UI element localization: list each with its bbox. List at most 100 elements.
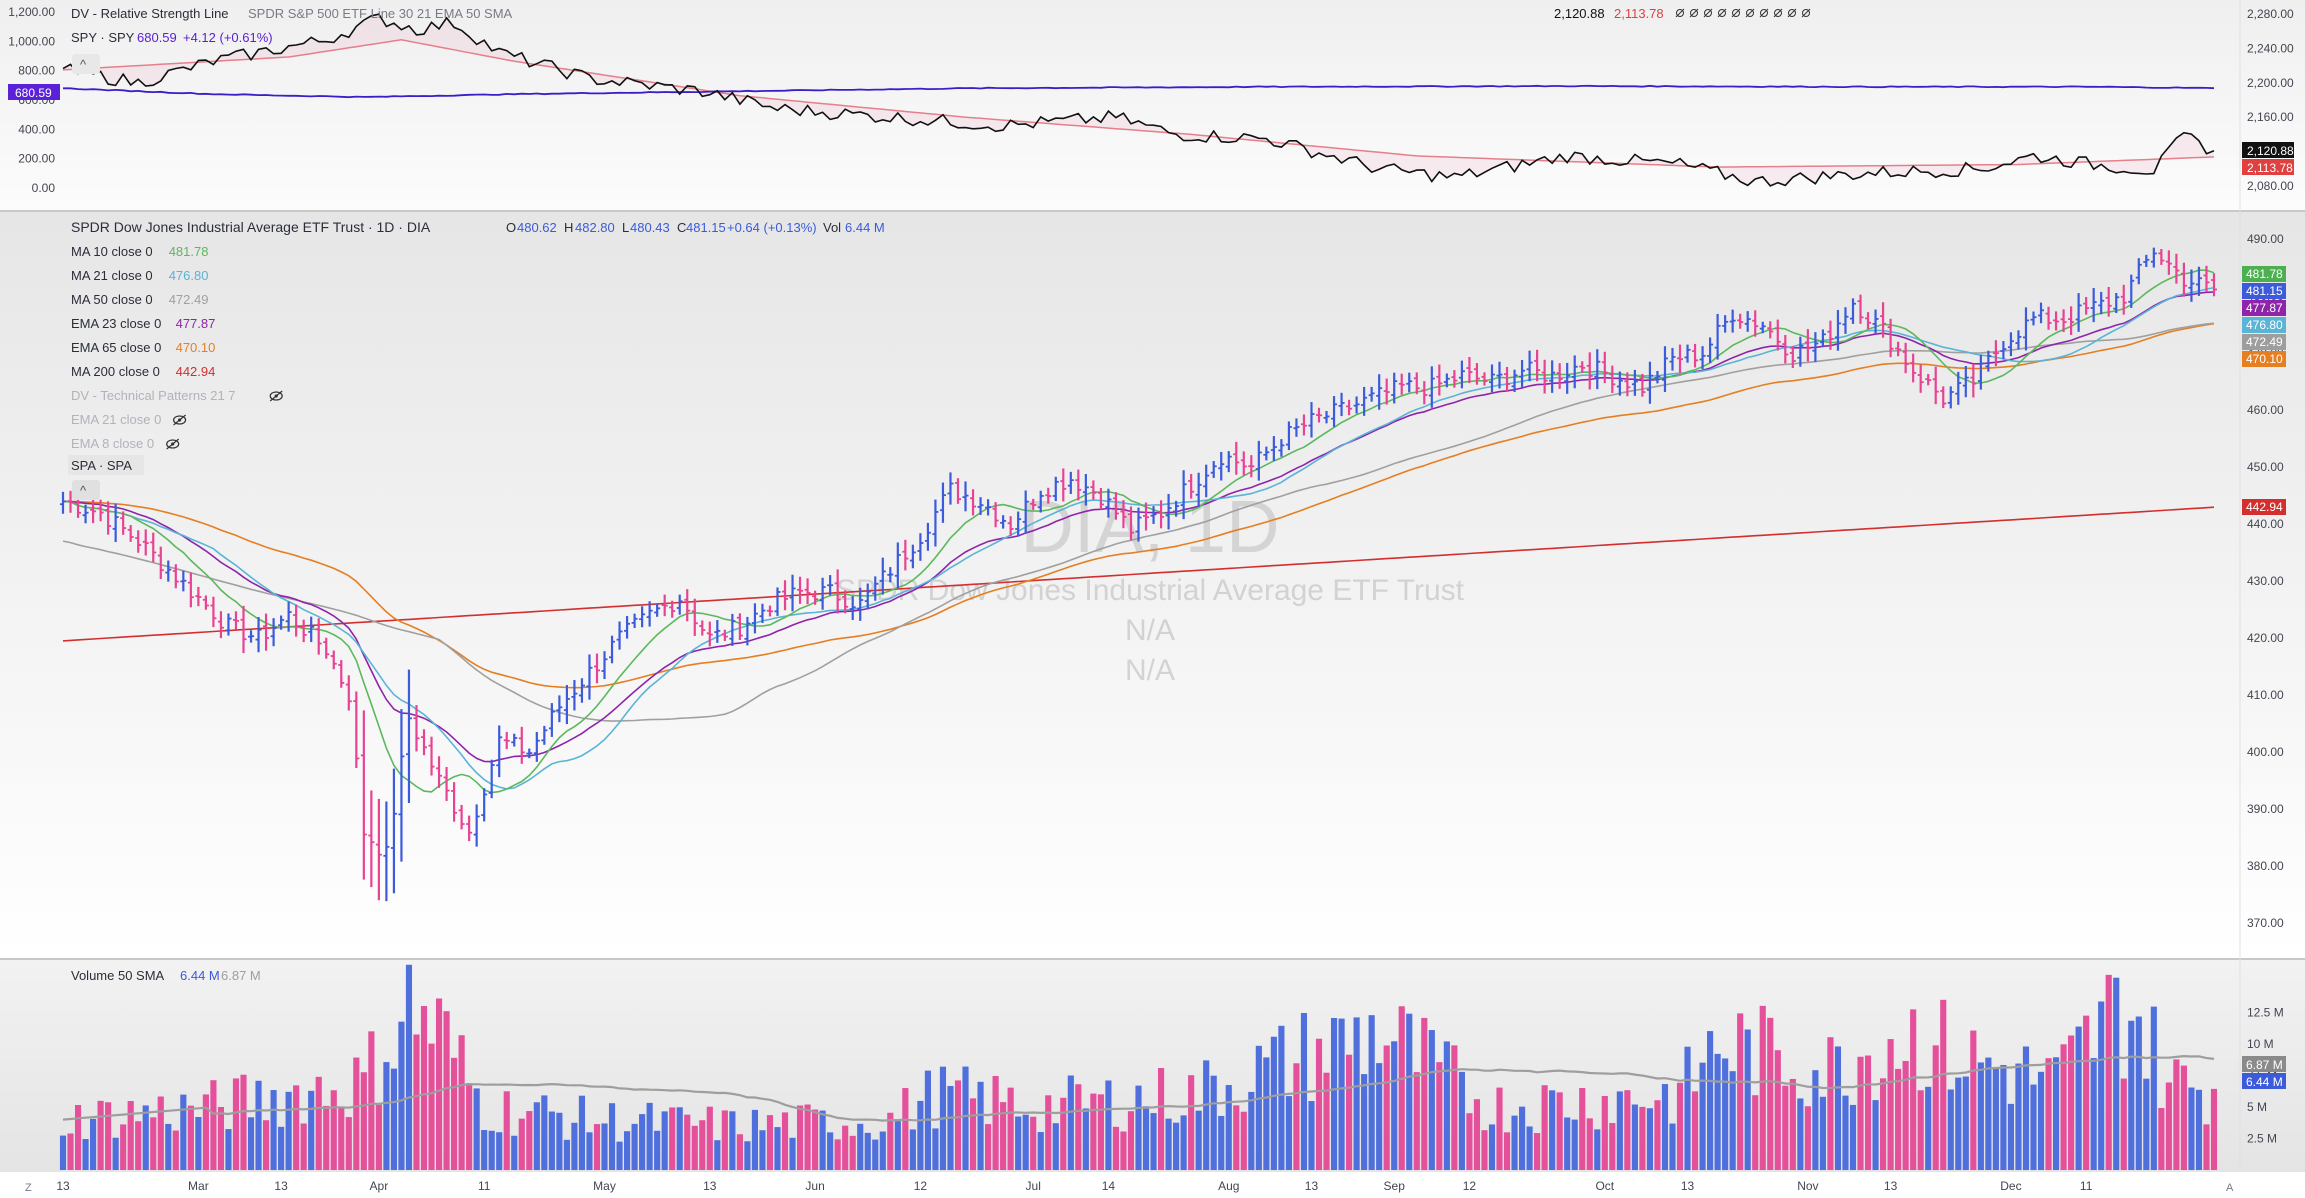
ohlc-bar bbox=[1488, 364, 1495, 393]
volume-bar bbox=[1857, 1056, 1864, 1170]
volume-bar bbox=[2090, 1058, 2097, 1170]
eye-crossed-icon bbox=[1717, 8, 1727, 18]
volume-bar bbox=[827, 1132, 834, 1170]
indicator-label: MA 10 close 0 bbox=[71, 244, 153, 259]
ohlc-bar bbox=[466, 815, 473, 842]
ohlc-bar bbox=[751, 603, 758, 634]
ohlc-bar bbox=[1661, 346, 1668, 392]
time-tick-label: 13 bbox=[703, 1179, 717, 1193]
chevron-up-icon: ^ bbox=[80, 57, 87, 72]
volume-bar bbox=[2045, 1058, 2052, 1170]
ohlc-bar bbox=[1902, 342, 1909, 374]
volume-value-1: 6.44 M bbox=[180, 968, 220, 983]
volume-bar bbox=[97, 1100, 104, 1170]
eye-crossed-icon bbox=[166, 438, 180, 450]
ohlc-bar bbox=[353, 691, 360, 768]
ohlc-bar bbox=[1865, 312, 1872, 329]
indicator-label: MA 21 close 0 bbox=[71, 268, 153, 283]
indicator-legend[interactable]: MA 10 close 0 481.78 MA 21 close 0 476.80 MA… bbox=[71, 244, 283, 451]
volume-bar bbox=[2068, 1035, 2075, 1170]
volume-bar bbox=[962, 1066, 969, 1170]
ohlc-bar bbox=[548, 703, 555, 737]
ohlc-bar bbox=[1000, 515, 1007, 529]
ohlc-bar bbox=[1112, 492, 1119, 520]
rs-panel-background bbox=[0, 0, 2305, 210]
time-axis[interactable]: 13 Mar 13 Apr 11 May 13 Jun 12 Jul 14 Aug 13 Sep 12 Oct… bbox=[56, 1179, 2092, 1193]
ohlc-bar bbox=[1015, 511, 1022, 537]
rs-legend-icons[interactable] bbox=[1675, 8, 1811, 18]
volume-bar bbox=[1376, 1063, 1383, 1170]
spa-legend[interactable]: SPA · SPA bbox=[68, 455, 144, 475]
time-tick-label: 13 bbox=[56, 1179, 70, 1193]
ohlc-bar bbox=[1451, 370, 1458, 388]
volume-bar bbox=[232, 1078, 240, 1170]
volume-bar bbox=[1173, 1122, 1180, 1170]
spy-symbol-label[interactable]: SPY · SPY bbox=[71, 30, 135, 45]
svg-text:6.87 M: 6.87 M bbox=[2246, 1058, 2283, 1072]
volume-bar bbox=[398, 1021, 405, 1170]
indicator-value: 476.80 bbox=[169, 268, 209, 283]
volume-bar bbox=[842, 1125, 849, 1170]
volume-bar bbox=[1541, 1085, 1548, 1170]
price-tag: 472.49 bbox=[2242, 334, 2286, 350]
volume-bar bbox=[2150, 1006, 2157, 1170]
high-value: 482.80 bbox=[575, 220, 615, 235]
volume-bar bbox=[202, 1094, 209, 1170]
volume-bar bbox=[1233, 1105, 1240, 1170]
volume-title[interactable]: Volume 50 SMA bbox=[71, 968, 165, 983]
volume-bar bbox=[1534, 1133, 1541, 1170]
main-title[interactable]: SPDR Dow Jones Industrial Average ETF Tr… bbox=[71, 219, 431, 235]
ohlc-bar bbox=[1075, 469, 1082, 501]
ohlc-bar bbox=[1925, 373, 1932, 386]
ohlc-bar bbox=[563, 685, 570, 725]
time-tick-label: Jun bbox=[805, 1179, 824, 1193]
ohlc-bar bbox=[278, 615, 285, 630]
ohlc-bar bbox=[1947, 386, 1954, 409]
volume-bar bbox=[443, 1011, 450, 1170]
volume-bar bbox=[887, 1112, 894, 1170]
ohlc-bar bbox=[774, 587, 781, 616]
auto-scale-button[interactable]: A bbox=[2226, 1182, 2234, 1194]
rs-collapse-button[interactable]: ^ bbox=[72, 54, 100, 74]
volume-bar bbox=[556, 1112, 563, 1170]
main-collapse-button[interactable]: ^ bbox=[72, 480, 100, 500]
volume-bar bbox=[1834, 1046, 1842, 1170]
zoom-reset-button[interactable]: Z bbox=[25, 1182, 32, 1194]
volume-bar bbox=[1188, 1075, 1195, 1170]
volume-bar bbox=[563, 1139, 570, 1170]
ohlc-bar bbox=[631, 613, 638, 629]
volume-bar bbox=[872, 1139, 879, 1170]
volume-bar bbox=[1503, 1132, 1511, 1170]
volume-bar bbox=[1338, 1018, 1345, 1170]
spy-price: 680.59 bbox=[137, 30, 177, 45]
ohlc-bar bbox=[736, 613, 743, 641]
volume-bar bbox=[781, 1112, 789, 1170]
eye-crossed-icon bbox=[1801, 8, 1811, 18]
ohlc-bar bbox=[1609, 365, 1616, 393]
ohlc-bar bbox=[1932, 366, 1939, 405]
close-label: C bbox=[677, 220, 686, 235]
volume-bar bbox=[857, 1123, 864, 1170]
volume-bar bbox=[180, 1094, 187, 1170]
ohlc-bar bbox=[1188, 474, 1195, 499]
ohlc-bar bbox=[646, 601, 653, 627]
ohlc-bar bbox=[1158, 500, 1165, 529]
time-axis-background bbox=[0, 1172, 2305, 1198]
ohlc-bar bbox=[1692, 343, 1699, 368]
ohlc-bar bbox=[872, 576, 879, 601]
ohlc-bar bbox=[1361, 386, 1368, 416]
rs-ema-line bbox=[62, 39, 2215, 168]
ohlc-bar bbox=[609, 635, 616, 664]
volume-bar bbox=[1797, 1098, 1804, 1170]
svg-text:442.94: 442.94 bbox=[2246, 500, 2283, 514]
ohlc-bar bbox=[157, 546, 164, 580]
volume-bar bbox=[255, 1080, 262, 1170]
volume-bar bbox=[1120, 1131, 1127, 1170]
volume-bar bbox=[1458, 1071, 1465, 1170]
volume-bar bbox=[308, 1090, 315, 1170]
volume-bar bbox=[2022, 1046, 2030, 1170]
volume-bar bbox=[518, 1118, 525, 1170]
volume-bar bbox=[578, 1095, 586, 1170]
rs-title[interactable]: DV - Relative Strength Line bbox=[71, 6, 229, 21]
